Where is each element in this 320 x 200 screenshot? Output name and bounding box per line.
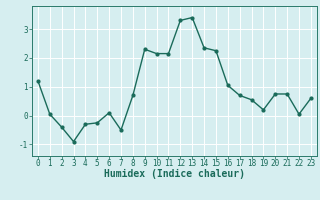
X-axis label: Humidex (Indice chaleur): Humidex (Indice chaleur) bbox=[104, 169, 245, 179]
